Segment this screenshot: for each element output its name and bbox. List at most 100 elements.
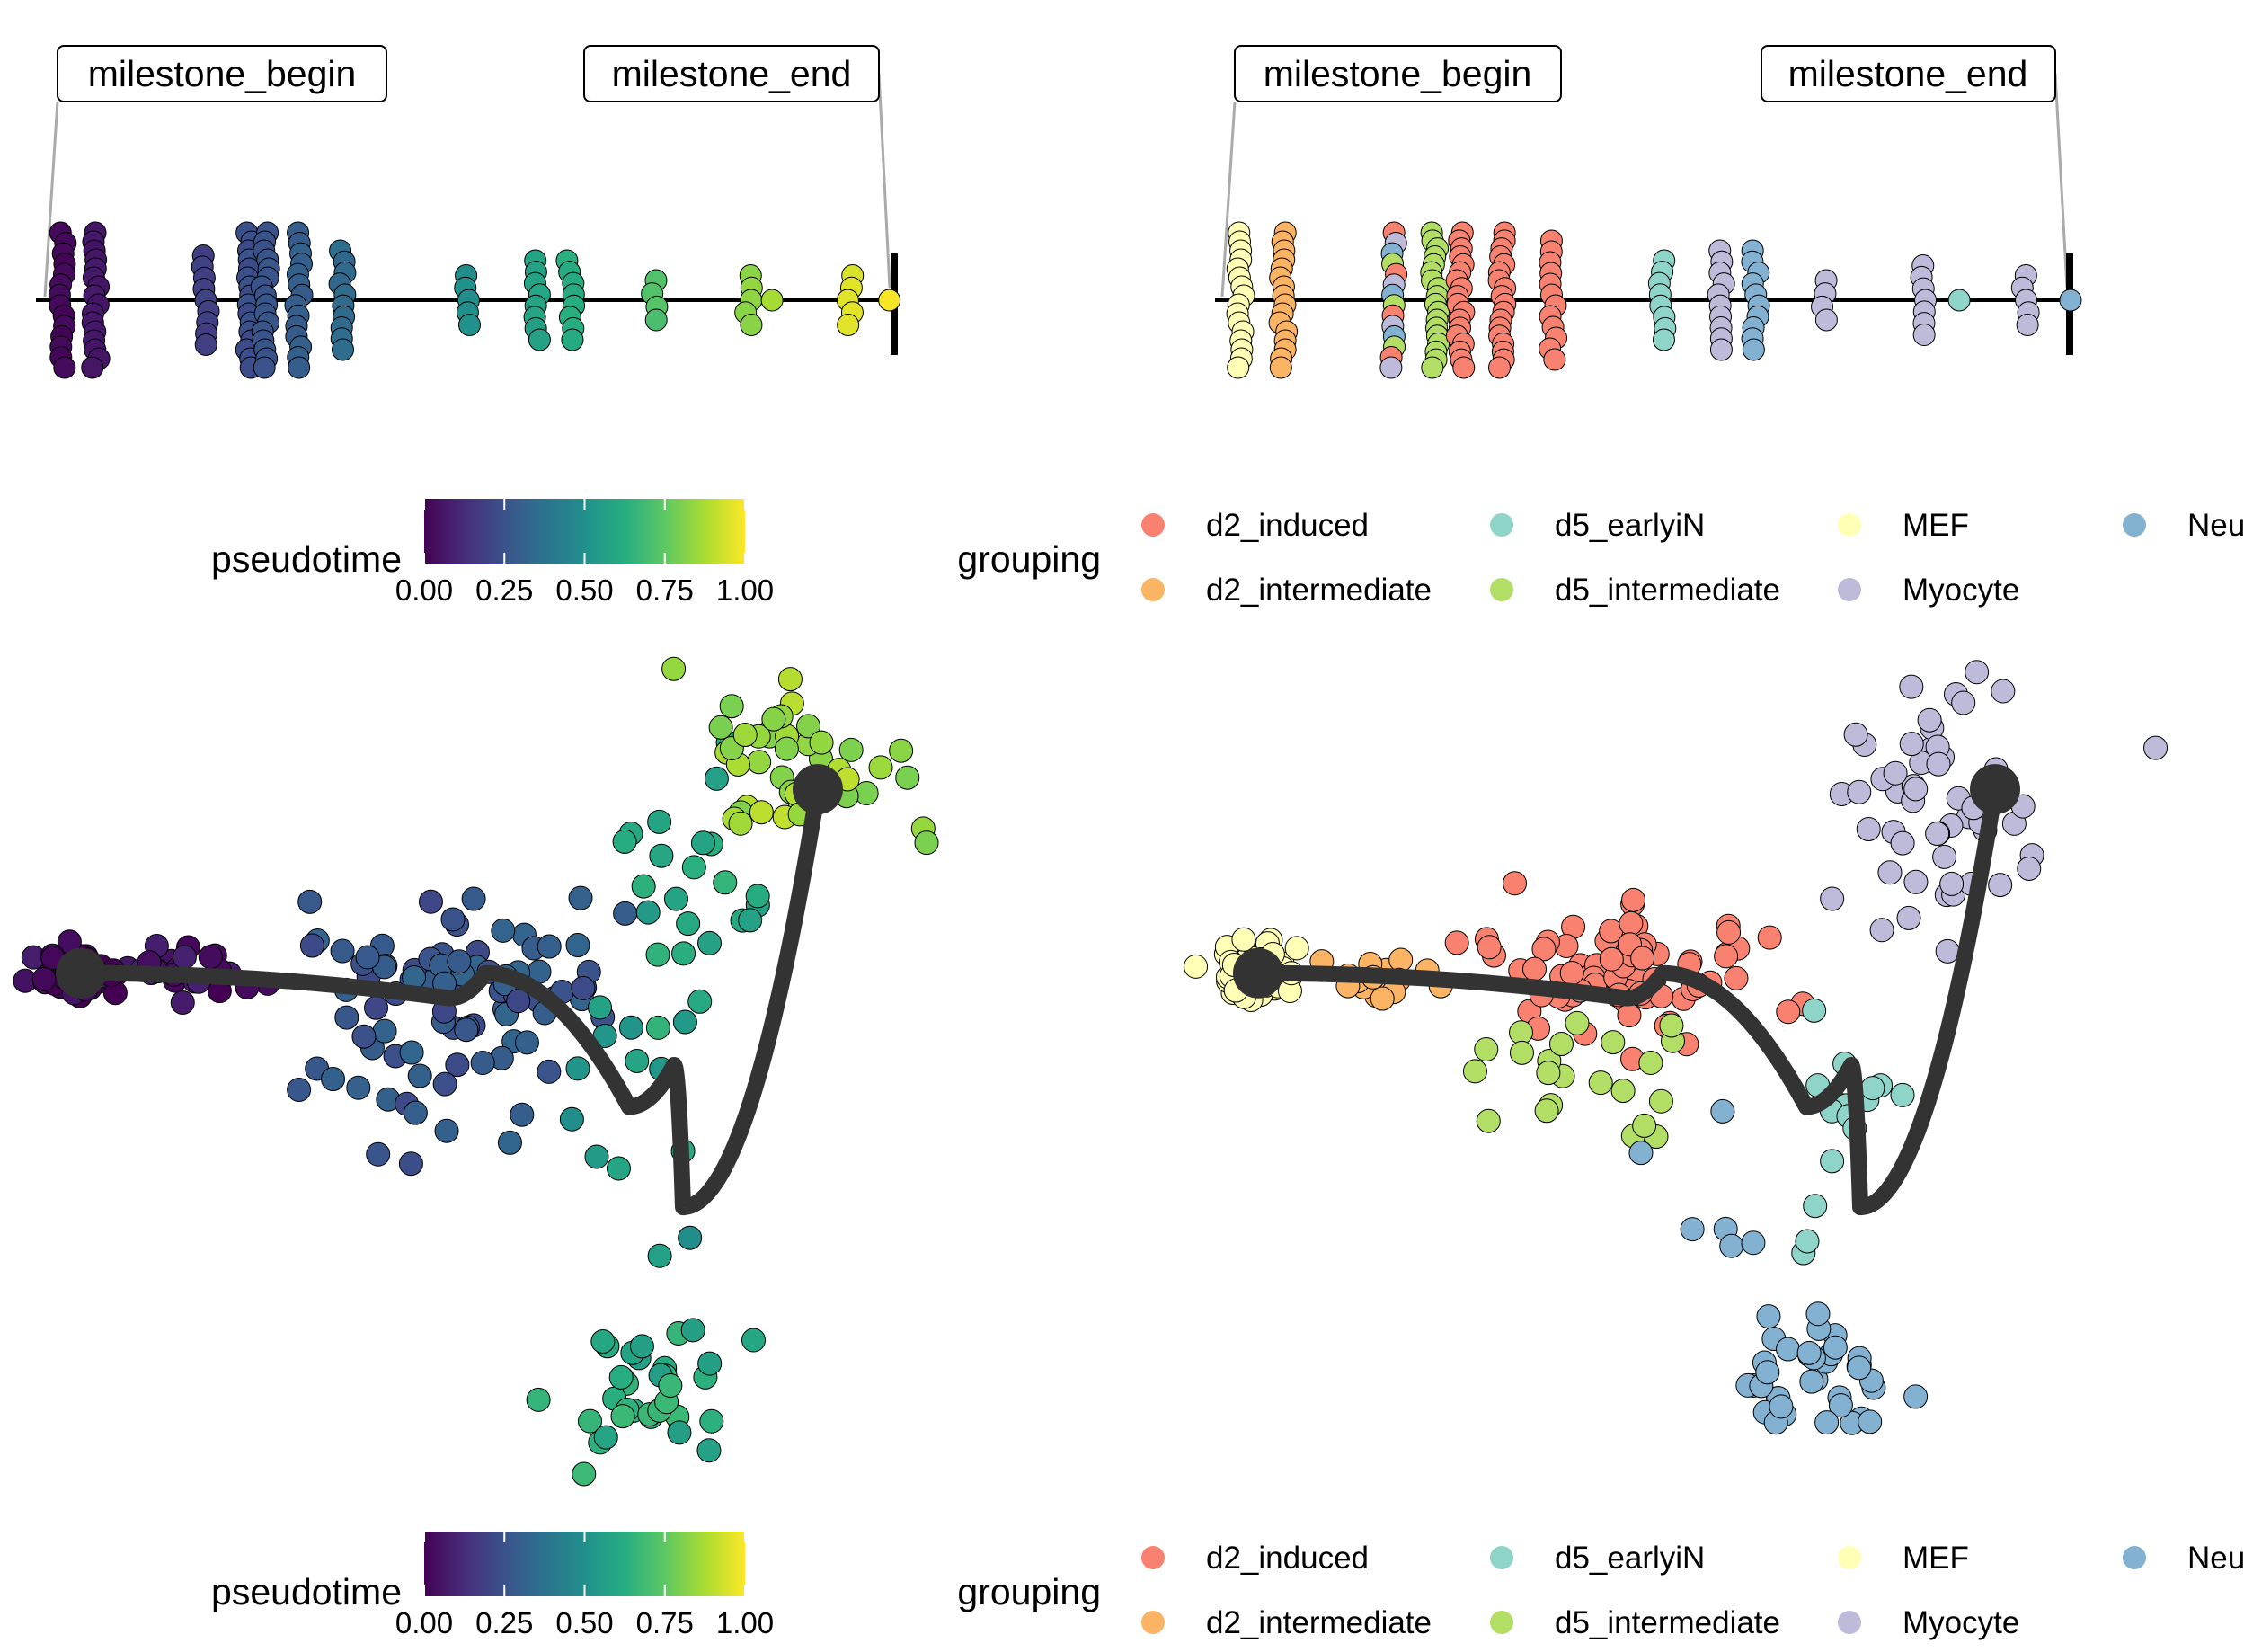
data-point (895, 765, 920, 790)
legend-swatch (1490, 578, 1513, 601)
data-point (612, 829, 637, 854)
data-point (1796, 1340, 1822, 1365)
data-point (1883, 760, 1908, 786)
data-point (330, 938, 355, 964)
data-point (445, 1052, 470, 1078)
milestone-end-label: milestone_end (583, 45, 880, 102)
data-point (1370, 986, 1395, 1011)
legend-label: Myocyte (1903, 573, 2019, 608)
data-point (1474, 1037, 1499, 1062)
data-point (1709, 338, 1733, 361)
data-point (1802, 998, 1827, 1023)
data-point (1756, 1304, 1781, 1329)
data-point (749, 800, 774, 825)
data-point (1462, 1059, 1487, 1084)
data-point (346, 1075, 371, 1100)
legend-swatch (2123, 1546, 2146, 1569)
data-point (606, 1156, 631, 1181)
data-point (299, 933, 324, 958)
data-point (1903, 869, 1929, 894)
milestone-end-text: milestone_end (1788, 53, 2028, 94)
milestone-leader-line (2053, 73, 2069, 289)
data-point (1509, 1040, 1534, 1065)
data-point (403, 1100, 428, 1125)
data-point (613, 901, 638, 926)
data-point (1947, 289, 1971, 312)
data-point (1630, 946, 1655, 971)
panel-top-right-linear-grouping: milestone_begin milestone_end (1215, 45, 2082, 379)
data-point (745, 884, 770, 909)
data-point (1932, 844, 1957, 869)
data-point (732, 723, 758, 748)
data-point (1757, 925, 1782, 950)
data-point (1925, 822, 1950, 847)
colorbar-tick-label: 1.00 (716, 1606, 774, 1639)
scatter-points (1184, 660, 2169, 1435)
data-point (364, 995, 389, 1020)
data-point (838, 737, 864, 762)
data-point (454, 1017, 479, 1043)
data-point (565, 933, 590, 958)
data-point (1638, 1050, 1663, 1075)
data-point (690, 830, 715, 856)
data-point (1648, 1088, 1673, 1114)
data-point (647, 809, 672, 834)
data-point (1823, 1335, 1848, 1360)
data-point (1659, 1013, 1684, 1038)
data-point (170, 990, 195, 1015)
data-point (625, 1048, 650, 1073)
data-point (571, 975, 596, 1000)
panel-top-left-linear-pseudotime: milestone_begin milestone_end (36, 45, 901, 379)
data-point (699, 1408, 724, 1434)
data-point (889, 738, 914, 763)
data-point (704, 766, 729, 791)
milestone-begin-label: milestone_begin (1234, 45, 1562, 102)
data-point (1820, 886, 1845, 911)
data-point (663, 886, 688, 911)
data-point (618, 1015, 643, 1040)
data-point (1548, 1032, 1574, 1057)
data-point (1805, 1301, 1831, 1327)
data-point (740, 314, 763, 336)
data-point (1843, 722, 1868, 747)
legend-swatch (1490, 1611, 1513, 1634)
legend-label: d2_induced (1206, 1541, 1369, 1576)
data-point (1935, 938, 1960, 964)
milestone-begin-text: milestone_begin (88, 53, 357, 94)
data-point (1899, 674, 1924, 699)
data-point (432, 1071, 457, 1097)
data-point (678, 1225, 703, 1250)
data-point (194, 333, 217, 356)
panel-bottom-right-dimred-grouping (1184, 660, 2169, 1435)
data-point (1522, 956, 1548, 981)
data-point (288, 356, 311, 379)
data-point (1858, 1409, 1883, 1434)
data-point (708, 715, 733, 740)
legend-swatch (1141, 1546, 1165, 1569)
data-point (321, 1067, 346, 1092)
data-point (1452, 356, 1476, 379)
milestone-end-text: milestone_end (612, 53, 852, 94)
data-point (658, 1373, 683, 1399)
data-point (1988, 873, 2013, 898)
trajectory-line (73, 781, 826, 1216)
data-point (1869, 918, 1894, 943)
data-point (1588, 1070, 1613, 1096)
data-point (645, 942, 670, 967)
data-point (1769, 1394, 1794, 1419)
data-point (590, 1328, 616, 1354)
data-point (777, 667, 803, 692)
data-point (713, 870, 738, 895)
data-point (537, 934, 562, 959)
data-point (661, 656, 687, 681)
legend-label: d5_earlyiN (1555, 1541, 1705, 1576)
data-point (1184, 954, 1209, 979)
data-point (399, 1040, 424, 1065)
milestone-leader-line (43, 101, 59, 298)
legend-pseudotime-top: pseudotime 0.00 0.25 0.50 0.75 1.00 (211, 499, 774, 607)
data-point (1755, 1360, 1780, 1385)
data-point (647, 1243, 672, 1268)
data-point (868, 755, 893, 780)
legend-label: d5_intermediate (1555, 573, 1780, 608)
